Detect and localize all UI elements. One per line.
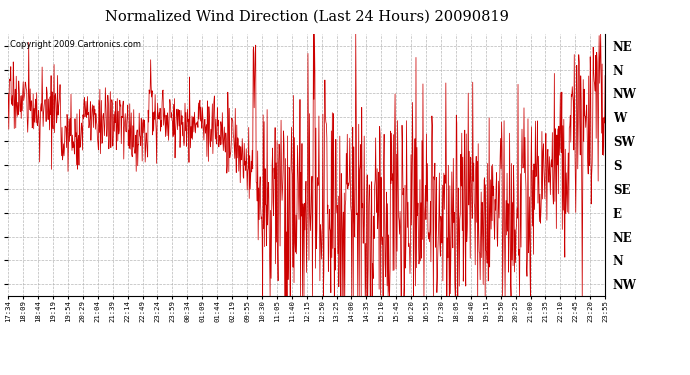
Text: Copyright 2009 Cartronics.com: Copyright 2009 Cartronics.com [10,40,141,50]
Text: Normalized Wind Direction (Last 24 Hours) 20090819: Normalized Wind Direction (Last 24 Hours… [105,9,509,23]
